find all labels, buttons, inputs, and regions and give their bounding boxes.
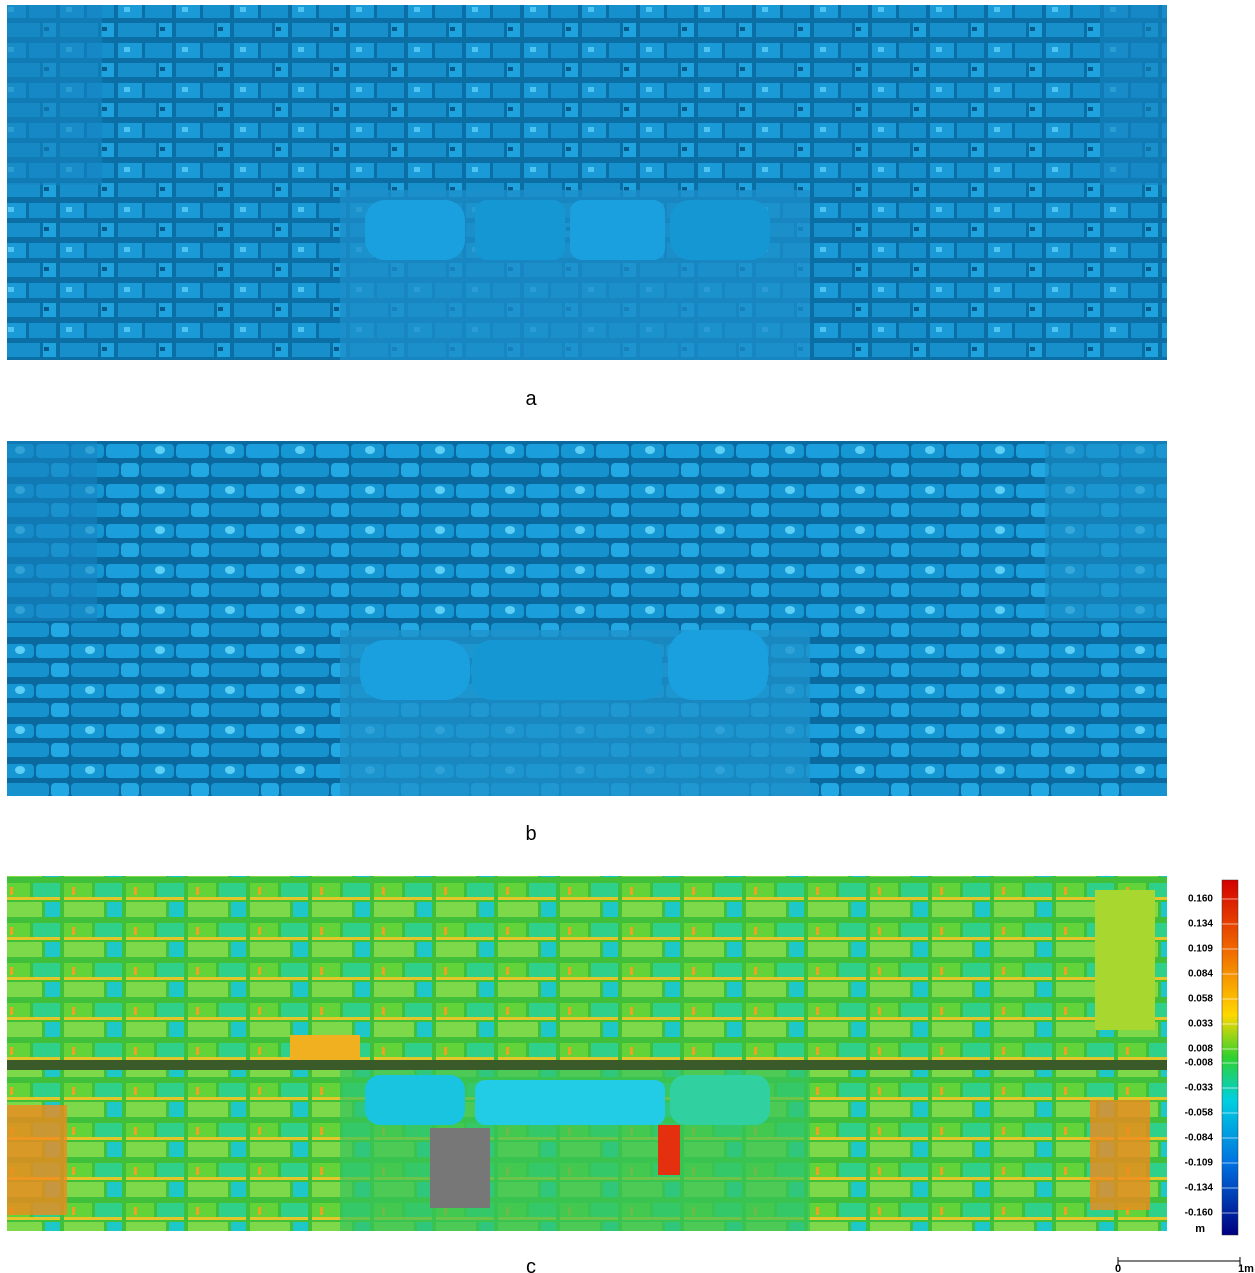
colorbar-tick-label: 0.134 <box>1188 919 1213 930</box>
colorbar-tick-label: -0.008 <box>1185 1058 1214 1069</box>
panel-label: c <box>526 1256 536 1273</box>
scale-bar <box>1118 1257 1240 1265</box>
colorbar-tick-label: -0.134 <box>1185 1183 1214 1194</box>
panel-label: a <box>525 388 537 410</box>
scale-end: 1m <box>1238 1263 1254 1273</box>
colorbar-tick-label: -0.160 <box>1185 1208 1214 1219</box>
colorbar-tick-label: 0.033 <box>1188 1019 1213 1030</box>
colorbar-tick-label: -0.109 <box>1185 1158 1214 1169</box>
colorbar-tick-label: 0.109 <box>1188 944 1213 955</box>
panel-b <box>7 441 1167 796</box>
panel-a <box>7 5 1167 360</box>
colorbar-unit: m <box>1195 1223 1205 1235</box>
colorbar-tick-label: -0.084 <box>1185 1133 1214 1144</box>
colorbar-tick-label: 0.058 <box>1188 994 1213 1005</box>
panel-label: b <box>525 823 536 845</box>
panel-c <box>7 876 1167 1231</box>
colorbar-tick-label: 0.084 <box>1188 969 1213 980</box>
figure: a b c m 0 1m 0.160 0.134 0.109 0.084 0.058 0.… <box>0 0 1255 1273</box>
scale-start: 0 <box>1115 1263 1121 1273</box>
colorbar-tick-label: -0.033 <box>1185 1083 1214 1094</box>
colorbar-tick-label: -0.058 <box>1185 1108 1214 1119</box>
colorbar <box>1222 880 1238 1235</box>
colorbar-tick-label: 0.160 <box>1188 894 1213 905</box>
colorbar-tick-label: 0.008 <box>1188 1044 1213 1055</box>
